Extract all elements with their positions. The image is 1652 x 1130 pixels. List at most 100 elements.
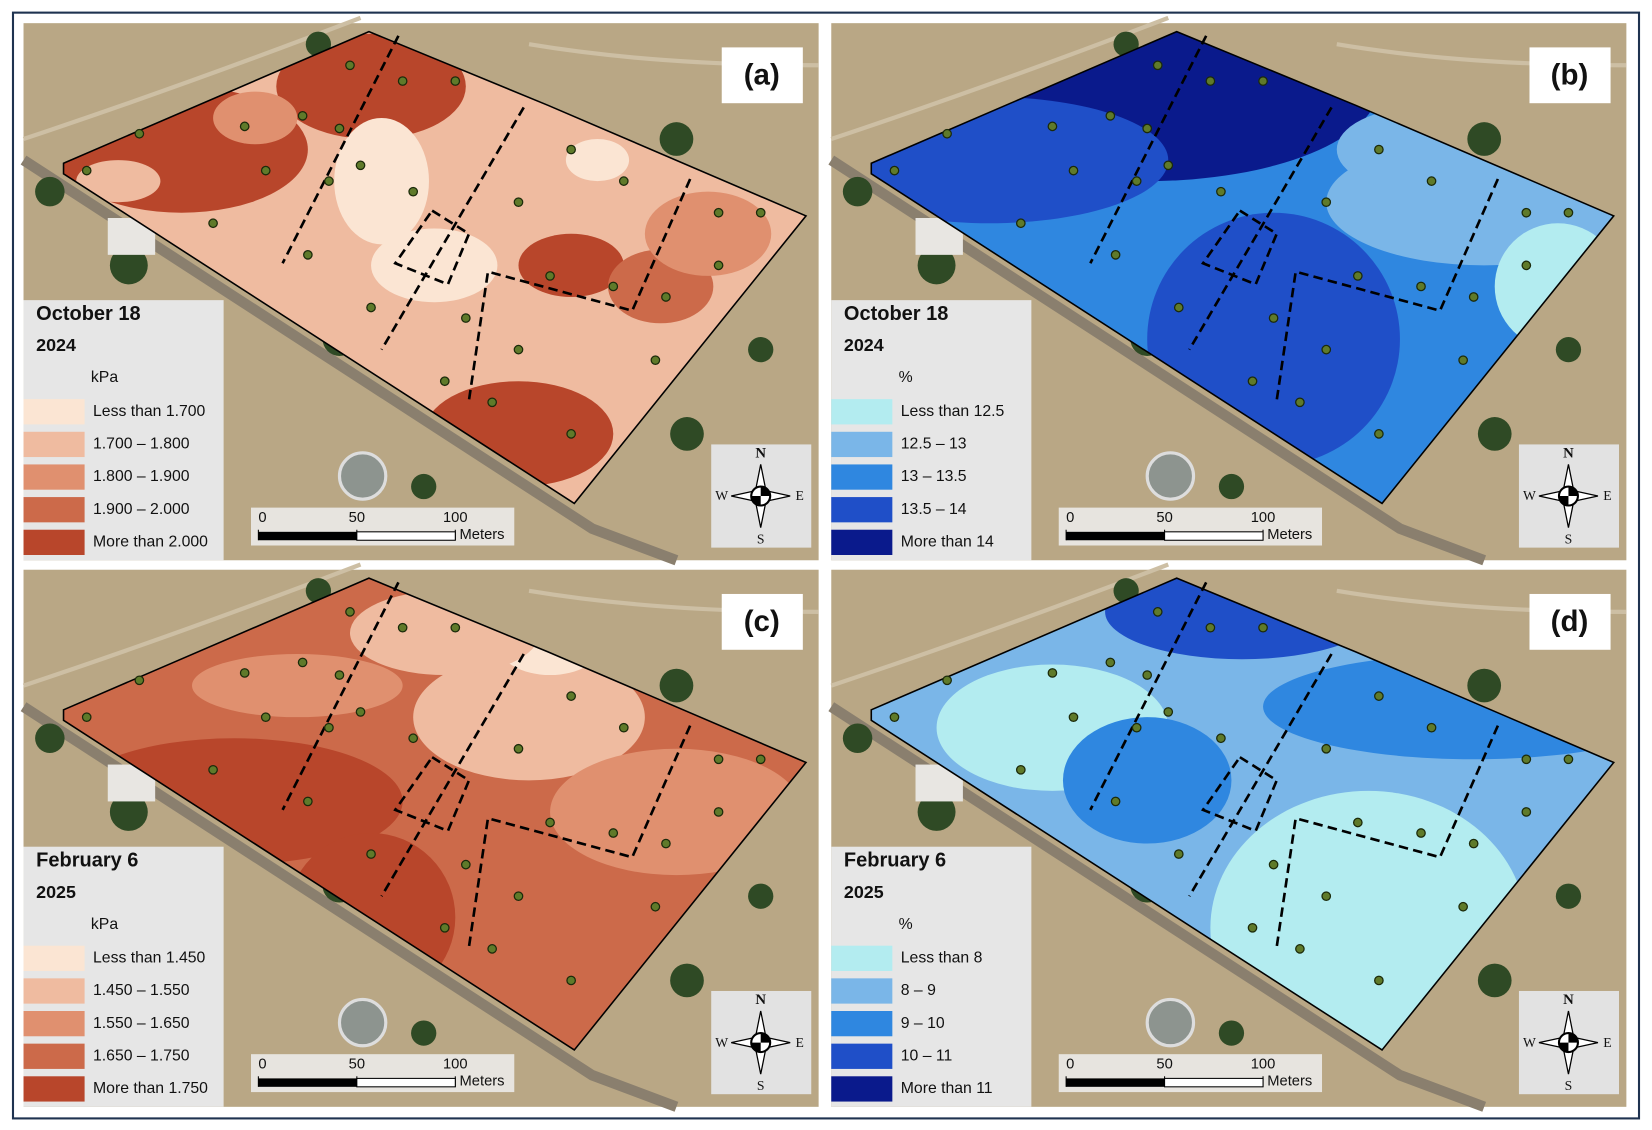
sample-point xyxy=(1563,207,1574,218)
legend-label: Less than 12.5 xyxy=(901,403,1005,420)
legend-label: Less than 8 xyxy=(901,950,983,967)
legend-year: 2024 xyxy=(36,335,76,355)
compass-west: W xyxy=(715,488,728,503)
legend-swatch xyxy=(831,497,893,523)
tree xyxy=(842,723,873,753)
sample-point xyxy=(408,733,419,744)
legend-year: 2025 xyxy=(844,882,884,902)
field-zone xyxy=(518,233,624,297)
field-outline xyxy=(870,30,1616,505)
field-zone xyxy=(76,160,161,203)
sample-point xyxy=(1521,207,1532,218)
legend-date: October 18 xyxy=(36,303,140,325)
scale-unit: Meters xyxy=(460,1073,505,1089)
sample-point xyxy=(1131,176,1142,186)
compass-quarters xyxy=(751,486,771,506)
sample-point xyxy=(1374,975,1384,986)
sample-point xyxy=(1015,764,1026,775)
sample-point xyxy=(1110,250,1121,260)
sample-point xyxy=(397,76,408,86)
sample-point xyxy=(1352,817,1363,828)
sample-point xyxy=(460,313,471,323)
tree xyxy=(1218,1020,1245,1046)
legend-year: 2024 xyxy=(844,335,884,355)
legend-label: Less than 1.700 xyxy=(93,403,206,420)
sample-point xyxy=(1268,313,1279,323)
scale-unit: Meters xyxy=(1267,1073,1312,1089)
legend-unit: % xyxy=(899,369,913,386)
legend-label: More than 11 xyxy=(901,1080,993,1097)
legend-swatch xyxy=(23,431,85,458)
tree xyxy=(1555,883,1582,909)
legend-swatch xyxy=(831,978,893,1004)
tank xyxy=(1145,451,1196,501)
sample-point xyxy=(1426,176,1437,186)
sample-point xyxy=(1468,838,1479,849)
legend-unit: kPa xyxy=(91,916,118,933)
sample-point xyxy=(713,207,724,218)
sample-point xyxy=(755,754,766,765)
sample-point xyxy=(1152,60,1163,71)
legend-swatch xyxy=(831,399,893,425)
road xyxy=(828,702,1487,1112)
legend-unit: % xyxy=(899,916,913,933)
sample-point xyxy=(1468,292,1479,302)
road xyxy=(20,702,679,1112)
field-zone xyxy=(565,139,630,182)
sample-point xyxy=(1258,76,1268,86)
field-outline xyxy=(62,577,808,1052)
sample-point xyxy=(661,292,671,302)
sample-point xyxy=(260,165,271,176)
scale-tick-label: 50 xyxy=(1156,510,1172,526)
tree xyxy=(1467,122,1502,156)
sample-point xyxy=(355,707,366,717)
sample-point xyxy=(324,722,334,733)
legend-swatch xyxy=(23,1043,85,1069)
sample-point xyxy=(1047,668,1058,678)
sample-point xyxy=(1295,944,1305,954)
sample-point xyxy=(1216,733,1226,744)
legend-date: February 6 xyxy=(844,850,946,872)
sample-point xyxy=(1015,218,1026,229)
tree xyxy=(917,793,956,831)
field-zone xyxy=(334,117,429,245)
tree xyxy=(1477,963,1512,998)
legend-label: 1.450 – 1.550 xyxy=(93,982,190,999)
sample-point xyxy=(1142,123,1153,134)
field-outline xyxy=(62,30,808,505)
tree xyxy=(35,176,65,207)
sample-point xyxy=(1321,344,1332,355)
sample-point xyxy=(439,922,450,933)
legend-swatch xyxy=(23,464,85,490)
sample-point xyxy=(513,197,524,208)
legend-swatch xyxy=(831,529,893,555)
road xyxy=(828,155,1487,566)
field-outline xyxy=(870,577,1616,1052)
legend-swatch xyxy=(831,945,893,971)
tree xyxy=(1467,668,1502,703)
tree xyxy=(411,1020,437,1046)
sample-point xyxy=(713,754,724,765)
sample-point xyxy=(460,859,471,870)
tree xyxy=(1218,473,1245,500)
legend-label: 8 – 9 xyxy=(901,982,936,999)
scale-tick-label: 0 xyxy=(1066,1057,1074,1073)
sample-point xyxy=(1068,165,1079,176)
legend-year: 2025 xyxy=(36,882,76,902)
legend-swatch xyxy=(23,945,85,971)
sample-point xyxy=(81,165,92,176)
scale-bar-white xyxy=(1164,1077,1264,1088)
compass-south: S xyxy=(757,531,765,546)
compass-south: S xyxy=(1565,531,1573,546)
compass-east: E xyxy=(795,1035,803,1050)
scale-bar-white xyxy=(1164,531,1264,541)
sample-point xyxy=(1521,807,1532,817)
scale-bar-white xyxy=(356,531,456,541)
legend-unit: kPa xyxy=(91,369,118,386)
compass-west: W xyxy=(1523,488,1536,503)
legend-date: October 18 xyxy=(844,303,948,325)
scale-tick-label: 0 xyxy=(258,1057,266,1073)
compass-east: E xyxy=(795,488,803,503)
sample-point xyxy=(1321,743,1332,754)
sample-point xyxy=(650,901,661,912)
